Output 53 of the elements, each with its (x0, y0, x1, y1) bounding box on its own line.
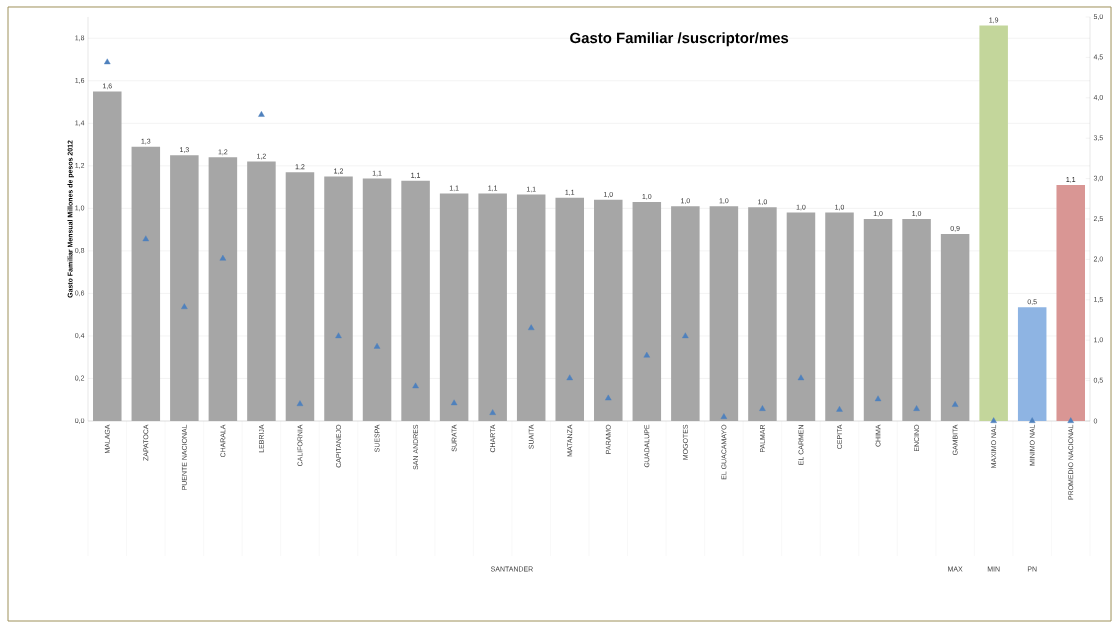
point (335, 332, 342, 339)
point (527, 324, 535, 331)
bar (247, 161, 276, 421)
point (836, 405, 843, 412)
bar (748, 207, 777, 421)
bar (940, 233, 970, 421)
point (797, 374, 805, 381)
point (142, 235, 150, 242)
point (181, 303, 188, 310)
bar (439, 193, 469, 421)
bar (632, 201, 662, 421)
bar (786, 212, 816, 421)
bar (979, 25, 1008, 421)
point (219, 254, 227, 261)
bar (401, 180, 430, 421)
bar (93, 91, 122, 421)
point (566, 374, 573, 381)
bar (825, 212, 854, 421)
bar (1056, 184, 1085, 421)
bar (324, 176, 353, 421)
bar (285, 172, 315, 421)
bar (478, 193, 507, 421)
point (605, 394, 612, 401)
point (1067, 417, 1074, 423)
point (489, 409, 496, 415)
point (682, 332, 689, 339)
text: Gasto Familiar /suscriptor/mes (570, 32, 789, 47)
point (643, 351, 651, 358)
point (412, 382, 419, 389)
bar (709, 206, 739, 421)
point (951, 401, 959, 407)
point (450, 399, 458, 406)
bar (671, 206, 700, 421)
bar (362, 178, 392, 421)
point (1028, 417, 1036, 423)
point (874, 395, 882, 402)
bar (516, 194, 546, 421)
bar (208, 157, 238, 421)
bar (555, 197, 584, 421)
point (759, 405, 766, 411)
point (258, 111, 265, 117)
point (913, 405, 920, 411)
bar (863, 219, 893, 421)
point (373, 342, 381, 349)
point (296, 400, 304, 406)
bar (131, 146, 161, 421)
point (720, 413, 728, 419)
bar (594, 199, 623, 421)
bar (170, 155, 199, 421)
point (104, 58, 111, 65)
bar (902, 219, 931, 421)
bar (1017, 307, 1047, 421)
point (990, 417, 997, 423)
